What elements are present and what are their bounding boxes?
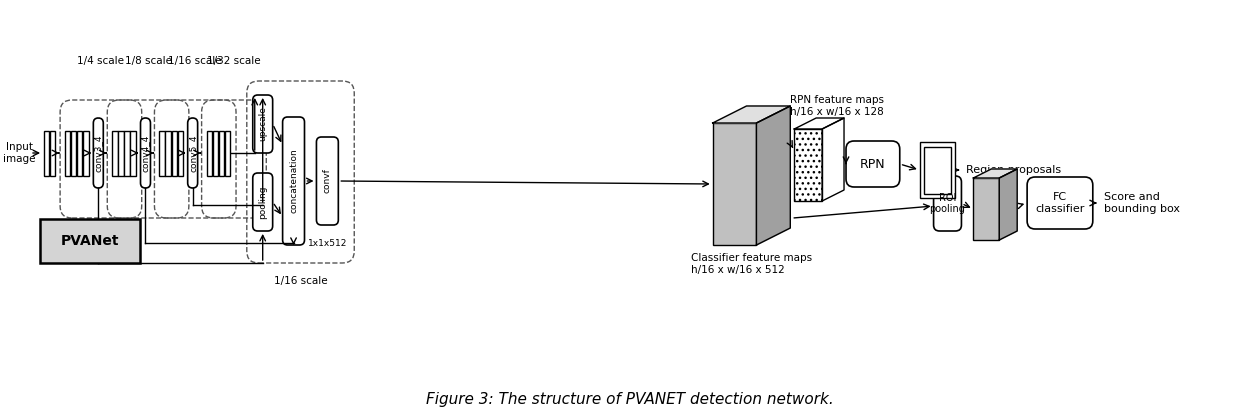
- Bar: [65, 131, 70, 176]
- Text: concatenation: concatenation: [289, 149, 298, 214]
- Bar: [713, 123, 757, 245]
- Polygon shape: [974, 169, 1017, 178]
- Bar: [219, 131, 224, 176]
- Text: RPN: RPN: [860, 157, 886, 171]
- Text: conv5_4: conv5_4: [188, 134, 197, 172]
- Text: Classifier feature maps
h/16 x w/16 x 512: Classifier feature maps h/16 x w/16 x 51…: [690, 253, 812, 275]
- Polygon shape: [999, 169, 1017, 240]
- FancyBboxPatch shape: [1027, 177, 1093, 229]
- Text: Region proposals: Region proposals: [966, 165, 1061, 175]
- FancyBboxPatch shape: [253, 173, 273, 231]
- Bar: [925, 147, 951, 194]
- Text: Input
image: Input image: [3, 142, 35, 164]
- Text: Figure 3: The structure of PVANET detection network.: Figure 3: The structure of PVANET detect…: [426, 392, 833, 407]
- Bar: [974, 178, 999, 240]
- FancyBboxPatch shape: [253, 95, 273, 153]
- FancyBboxPatch shape: [93, 118, 103, 188]
- Text: upscale: upscale: [258, 107, 267, 141]
- Bar: [172, 131, 177, 176]
- Bar: [165, 131, 170, 176]
- Bar: [83, 131, 89, 176]
- Text: FC
classifier: FC classifier: [1035, 192, 1085, 214]
- Text: convf: convf: [323, 169, 332, 193]
- Bar: [113, 131, 118, 176]
- FancyBboxPatch shape: [317, 137, 338, 225]
- Bar: [159, 131, 164, 176]
- Text: 1/8 scale: 1/8 scale: [124, 56, 172, 66]
- Bar: [920, 142, 956, 198]
- Text: pooling: pooling: [258, 185, 267, 219]
- Text: 1/16 scale: 1/16 scale: [168, 56, 222, 66]
- Bar: [124, 131, 129, 176]
- Polygon shape: [757, 106, 791, 245]
- Bar: [50, 131, 55, 176]
- Text: conv4_4: conv4_4: [142, 134, 150, 172]
- Bar: [130, 131, 135, 176]
- Polygon shape: [713, 106, 791, 123]
- FancyBboxPatch shape: [188, 118, 198, 188]
- FancyBboxPatch shape: [846, 141, 900, 187]
- Text: 1/32 scale: 1/32 scale: [207, 56, 261, 66]
- FancyBboxPatch shape: [283, 117, 304, 245]
- Bar: [207, 131, 212, 176]
- FancyBboxPatch shape: [140, 118, 150, 188]
- Text: PVANet: PVANet: [60, 234, 119, 248]
- Text: Score and
bounding box: Score and bounding box: [1104, 192, 1180, 214]
- Text: ROI
pooling: ROI pooling: [930, 193, 966, 214]
- Text: conv3_4: conv3_4: [94, 134, 103, 172]
- Bar: [118, 131, 124, 176]
- Text: 1/16 scale: 1/16 scale: [273, 276, 327, 286]
- Text: RPN feature maps
h/16 x w/16 x 128: RPN feature maps h/16 x w/16 x 128: [791, 95, 885, 116]
- Bar: [224, 131, 231, 176]
- FancyBboxPatch shape: [933, 176, 961, 231]
- Bar: [44, 131, 49, 176]
- Bar: [78, 131, 83, 176]
- Bar: [794, 129, 822, 201]
- Bar: [71, 131, 76, 176]
- Bar: [213, 131, 218, 176]
- Bar: [40, 219, 139, 263]
- Bar: [178, 131, 183, 176]
- Text: 1x1x512: 1x1x512: [308, 239, 347, 248]
- Text: 1/4 scale: 1/4 scale: [78, 56, 124, 66]
